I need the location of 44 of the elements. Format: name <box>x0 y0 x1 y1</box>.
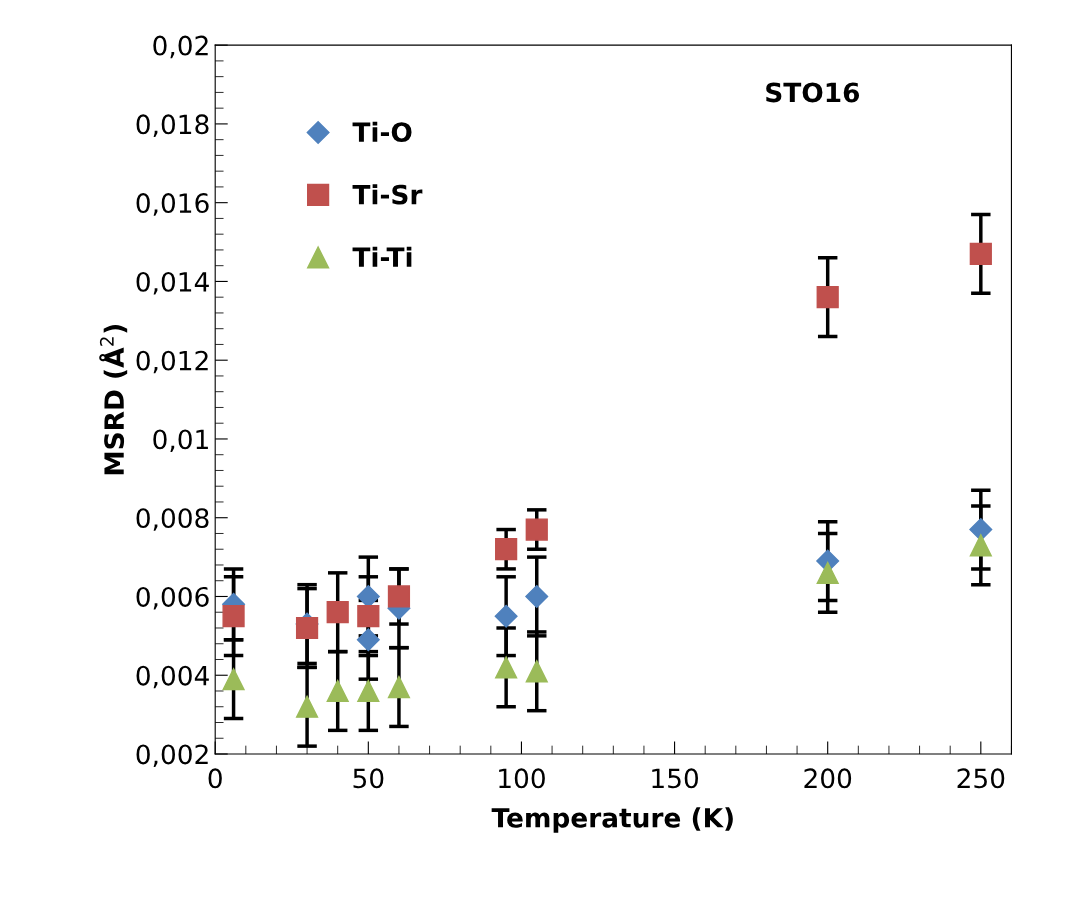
x-tick-label: 150 <box>652 768 698 789</box>
y-tick-label: 0,02 <box>153 35 208 59</box>
point <box>816 561 839 584</box>
y-tick-label: 0,012 <box>136 350 208 374</box>
point <box>387 585 411 608</box>
y-tick-label: 0,008 <box>136 508 209 531</box>
point <box>495 538 518 561</box>
point <box>494 604 518 628</box>
y-tick-label: 0,01 <box>153 429 208 453</box>
legend-label: Ti-O <box>352 121 412 143</box>
point <box>326 601 349 624</box>
point <box>969 242 992 265</box>
point <box>525 518 548 541</box>
point <box>357 605 380 628</box>
y-tick-label: 0,018 <box>136 114 209 138</box>
point <box>816 286 839 309</box>
point <box>295 616 319 640</box>
x-tick-label: 200 <box>804 768 852 789</box>
point <box>222 668 245 691</box>
point <box>222 605 245 628</box>
point <box>356 584 380 608</box>
point <box>357 679 380 703</box>
y-axis-title: MSRD (Å$^{2}$) <box>99 324 128 475</box>
x-tick-label: 100 <box>499 768 545 789</box>
point <box>495 656 518 679</box>
annotation: STO16 <box>766 82 860 103</box>
y-tick-label: 0,002 <box>136 744 208 768</box>
x-tick-label: 50 <box>353 768 384 789</box>
point <box>295 695 319 718</box>
point <box>969 534 992 557</box>
point <box>525 584 549 608</box>
x-tick-label: 0 <box>208 768 222 789</box>
x-axis-title: Temperature (K) <box>491 807 733 833</box>
y-tick-label: 0,006 <box>136 586 209 610</box>
y-tick-label: 0,014 <box>136 271 209 295</box>
point <box>326 679 349 703</box>
legend-label: Ti-Sr <box>352 184 423 205</box>
legend-label: Ti-Ti <box>352 246 412 267</box>
x-tick-label: 250 <box>957 768 1005 789</box>
y-tick-label: 0,004 <box>136 665 209 689</box>
point <box>387 675 411 699</box>
point <box>969 518 993 542</box>
y-tick-label: 0,016 <box>136 193 209 216</box>
point <box>525 660 548 683</box>
